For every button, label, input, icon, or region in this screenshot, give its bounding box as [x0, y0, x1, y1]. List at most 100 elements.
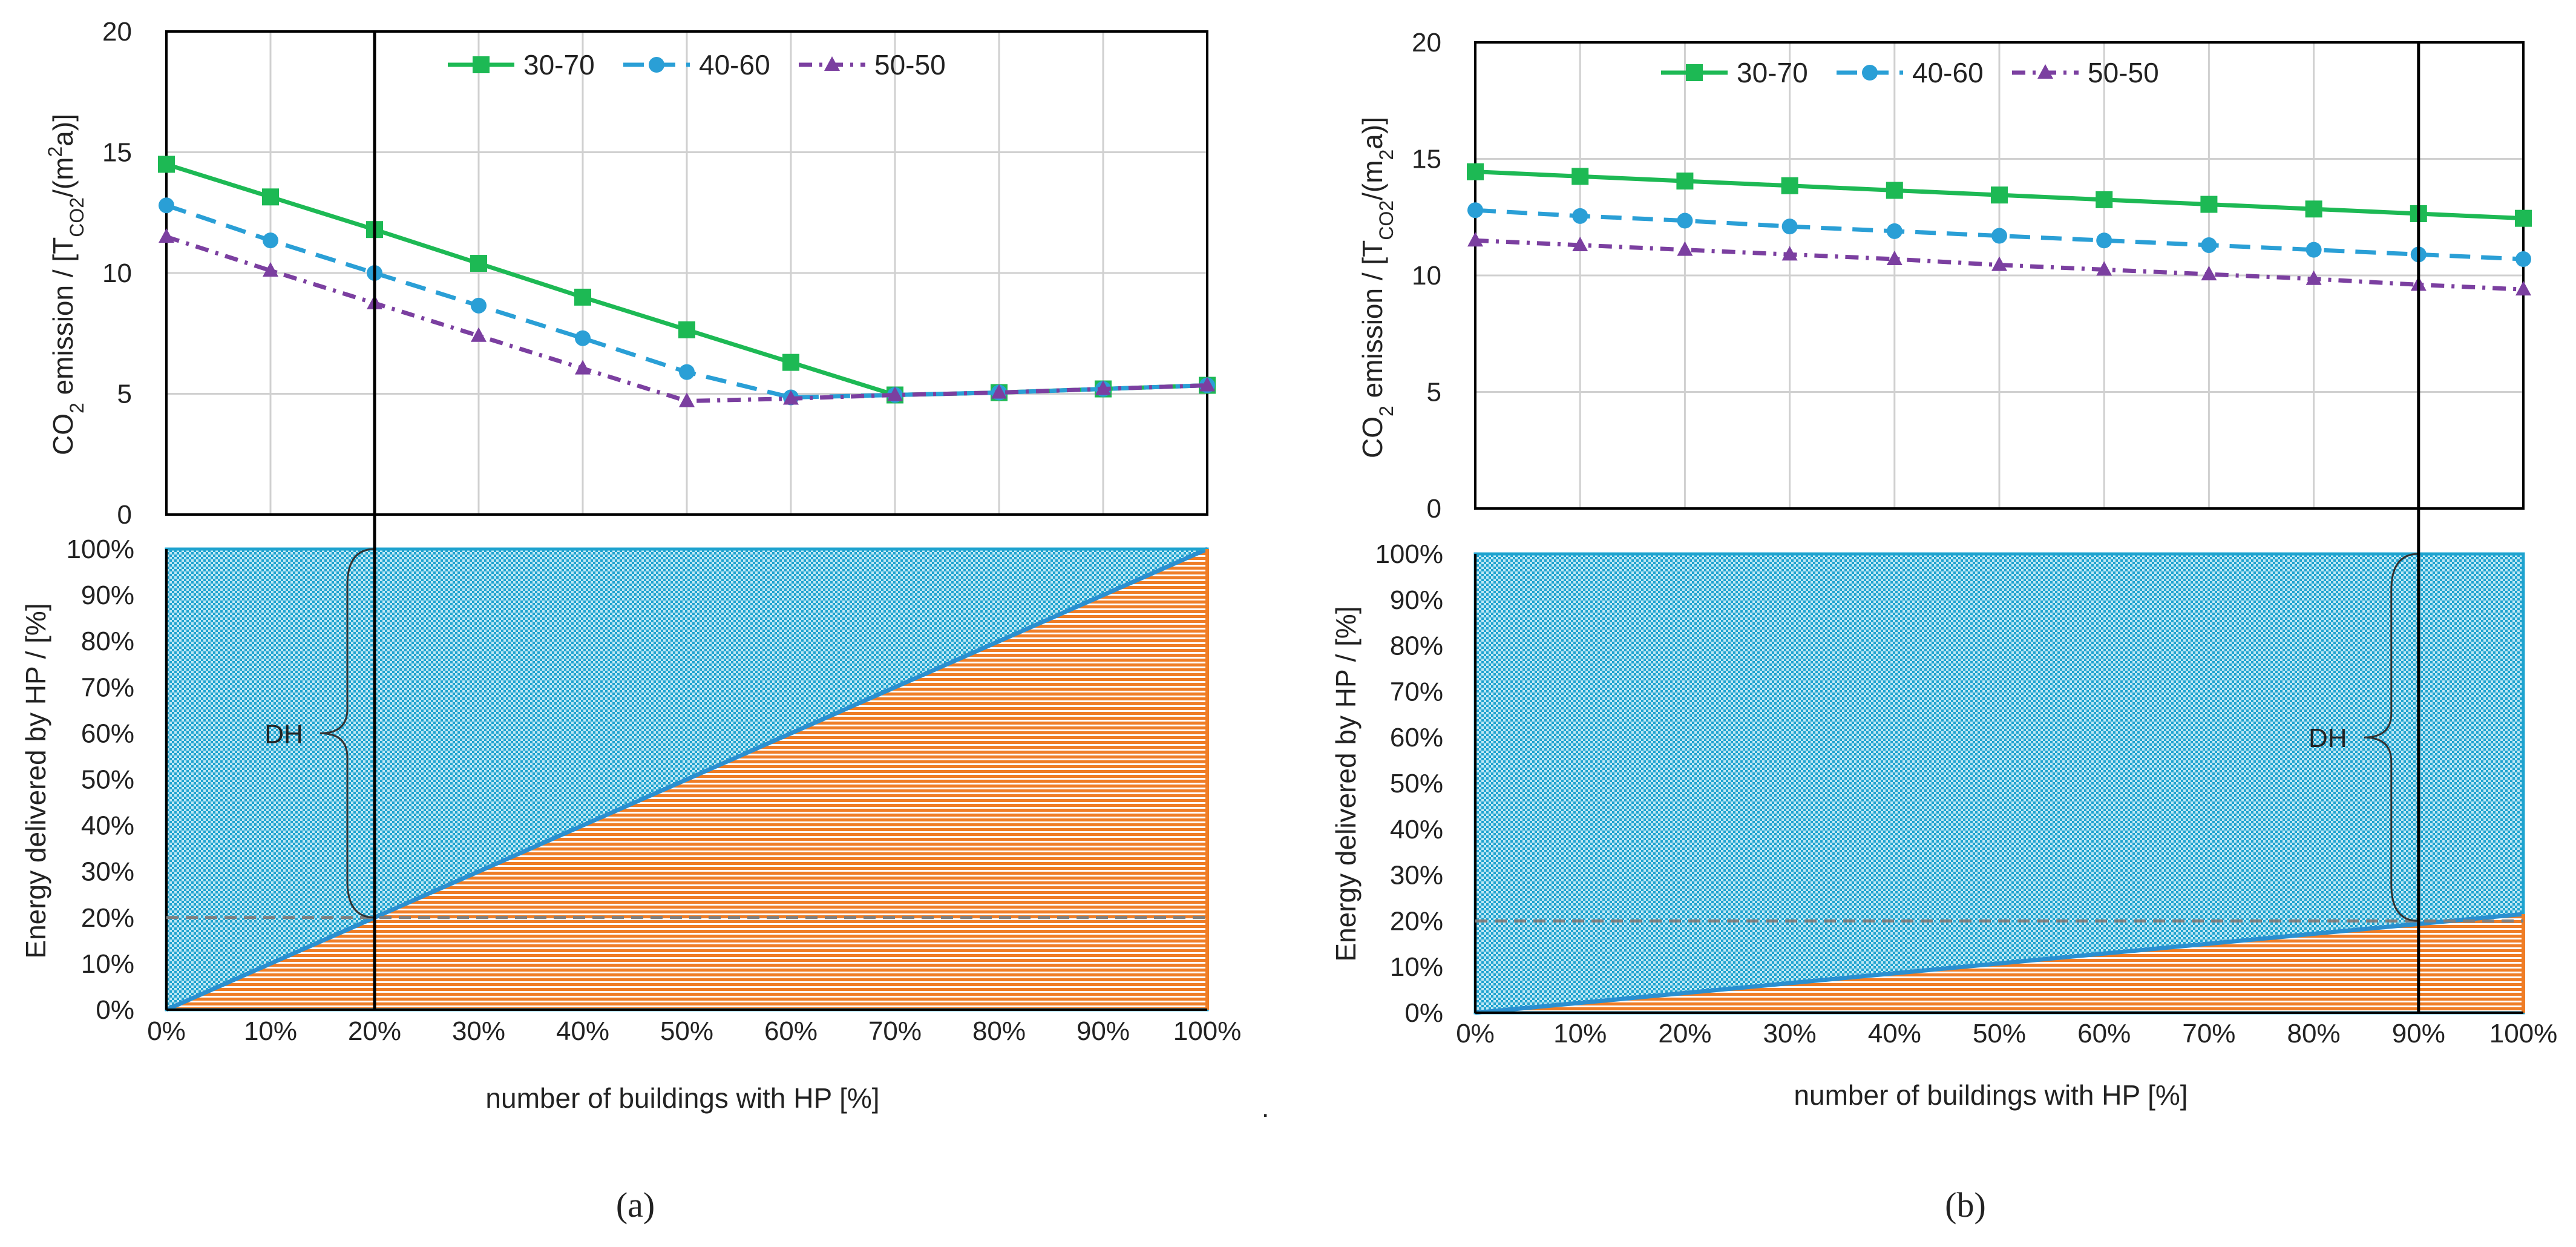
- data-point-40-60: [159, 197, 174, 214]
- emission-y-tick-label: 15: [1412, 145, 1441, 174]
- legend-marker-50-50: [2037, 64, 2053, 79]
- dh-brace: [320, 548, 375, 919]
- energy-y-tick-label: 60%: [81, 719, 134, 748]
- data-point-50-50: [1677, 241, 1693, 256]
- data-point-40-60: [2201, 237, 2217, 253]
- data-point-30-70: [1886, 182, 1903, 199]
- x-tick-label: 50%: [1973, 1019, 2026, 1048]
- data-point-30-70: [782, 354, 799, 371]
- data-point-40-60: [1991, 228, 2007, 244]
- legend-label-50-50: 50-50: [874, 49, 946, 81]
- data-point-50-50: [2515, 281, 2531, 296]
- y-tick-labels-b: 0 5 10 15 20: [1412, 28, 1441, 524]
- data-point-30-70: [574, 288, 591, 306]
- data-point-40-60: [1677, 212, 1693, 229]
- energy-y-tick-labels-a: 0% 10% 20% 30% 40% 50% 60% 70% 80% 90% 100%: [66, 535, 134, 1025]
- data-point-40-60: [2515, 251, 2531, 268]
- energy-y-tick-label: 50%: [1390, 769, 1443, 798]
- emission-chart-a: 0 5 10 15 20 30-70 40-60 50-50 CO2 emission / …: [44, 17, 1216, 530]
- data-point-50-50: [1095, 380, 1111, 395]
- legend-label-40-60: 40-60: [1912, 57, 1984, 88]
- x-tick-label: 100%: [1173, 1016, 1242, 1046]
- data-point-30-70: [1571, 168, 1589, 185]
- legend-marker-40-60: [1862, 65, 1878, 81]
- x-tick-label: 80%: [2287, 1019, 2341, 1048]
- energy-y-tick-label: 0%: [1404, 998, 1443, 1028]
- data-point-40-60: [1467, 202, 1483, 219]
- energy-chart-b: DH 0% 10% 20% 30% 40% 50% 60% 70% 80% 90% 100% 0% 1…: [1330, 539, 2557, 1111]
- emission-y-tick-label: 20: [1412, 28, 1441, 58]
- data-point-40-60: [263, 232, 278, 249]
- energy-y-tick-label: 80%: [1390, 631, 1443, 661]
- x-tick-label: 20%: [348, 1016, 401, 1046]
- emission-plot-frame: [1474, 41, 2525, 510]
- legend-label-30-70: 30-70: [1737, 57, 1808, 88]
- data-point-50-50: [2096, 261, 2112, 276]
- energy-y-tick-label: 30%: [1390, 861, 1443, 890]
- x-tick-label: 30%: [452, 1016, 505, 1046]
- data-point-50-50: [263, 262, 278, 277]
- data-point-50-50: [2201, 266, 2217, 281]
- energy-y-tick-label: 70%: [1390, 677, 1443, 706]
- panel-label-a: (a): [616, 1185, 655, 1225]
- dh-label: DH: [264, 719, 303, 749]
- emission-y-tick-label: 20: [102, 17, 132, 47]
- energy-y-tick-label: 0%: [96, 995, 134, 1025]
- energy-areas-a: DH: [165, 547, 1209, 1012]
- energy-y-tick-label: 100%: [66, 535, 134, 564]
- emission-y-tick-label: 15: [102, 138, 132, 168]
- emission-y-axis-label-a: CO2 emission / [TCO2/(m2a)]: [44, 114, 88, 455]
- series-line-40-60: [1475, 208, 2524, 262]
- data-point-40-60: [1781, 219, 1798, 235]
- data-point-30-70: [2200, 196, 2218, 213]
- legend-label-50-50: 50-50: [2088, 57, 2159, 88]
- dh-brace: [2364, 553, 2419, 922]
- data-point-50-50: [1886, 251, 1903, 266]
- data-point-50-50: [159, 228, 174, 243]
- data-point-50-50: [1467, 232, 1483, 247]
- emission-plot-frame: [165, 30, 1208, 516]
- y-tick-labels-a: 0 5 10 15 20: [102, 17, 132, 530]
- x-tick-labels-b: 0% 10% 20% 30% 40% 50% 60% 70% 80% 90% 100%: [1456, 1019, 2557, 1048]
- data-point-50-50: [1199, 377, 1215, 392]
- x-axis-label-a: number of buildings with HP [%]: [485, 1082, 879, 1114]
- x-tick-label: 20%: [1658, 1019, 1711, 1048]
- gridlines-b: [1474, 41, 2525, 510]
- legend-label-30-70: 30-70: [523, 49, 595, 81]
- panel-label-b: (b): [1945, 1185, 1986, 1225]
- energy-y-tick-label: 10%: [81, 949, 134, 979]
- emission-y-tick-label: 5: [117, 380, 132, 409]
- energy-y-tick-label: 70%: [81, 673, 134, 702]
- energy-y-tick-labels-b: 0% 10% 20% 30% 40% 50% 60% 70% 80% 90% 100%: [1375, 539, 1443, 1028]
- energy-y-tick-label: 10%: [1390, 952, 1443, 982]
- x-tick-label: 40%: [556, 1016, 609, 1046]
- panel-b: 0 5 10 15 20 30-70 40-60 50-50 CO2 emission / …: [1330, 28, 2557, 1225]
- data-point-50-50: [679, 392, 695, 407]
- data-point-30-70: [2096, 191, 2113, 208]
- legend-marker-50-50: [824, 56, 840, 71]
- data-point-40-60: [2306, 242, 2322, 258]
- emission-lines-b: [1467, 163, 2532, 296]
- energy-y-tick-label: 100%: [1375, 539, 1443, 569]
- legend-marker-30-70: [473, 56, 490, 73]
- data-point-50-50: [1991, 256, 2007, 271]
- legend-marker-40-60: [649, 57, 664, 73]
- data-point-30-70: [1467, 163, 1484, 180]
- x-tick-label: 10%: [244, 1016, 297, 1046]
- dh-area: [1475, 554, 2523, 1013]
- data-point-40-60: [679, 364, 695, 380]
- energy-y-tick-label: 60%: [1390, 723, 1443, 752]
- energy-y-tick-label: 30%: [81, 857, 134, 887]
- x-tick-label: 90%: [2392, 1019, 2445, 1048]
- energy-y-tick-label: 50%: [81, 765, 134, 795]
- energy-y-tick-label: 90%: [1390, 585, 1443, 615]
- data-point-40-60: [471, 297, 487, 314]
- hp-share-line: [1475, 912, 2524, 1015]
- data-point-30-70: [158, 156, 175, 173]
- emission-chart-b: 0 5 10 15 20 30-70 40-60 50-50 CO2 emission / …: [1357, 28, 2532, 524]
- emission-y-tick-label: 10: [102, 258, 132, 288]
- series-line-50-50: [1475, 238, 2524, 292]
- data-point-50-50: [991, 384, 1007, 399]
- emission-y-tick-label: 0: [117, 500, 132, 530]
